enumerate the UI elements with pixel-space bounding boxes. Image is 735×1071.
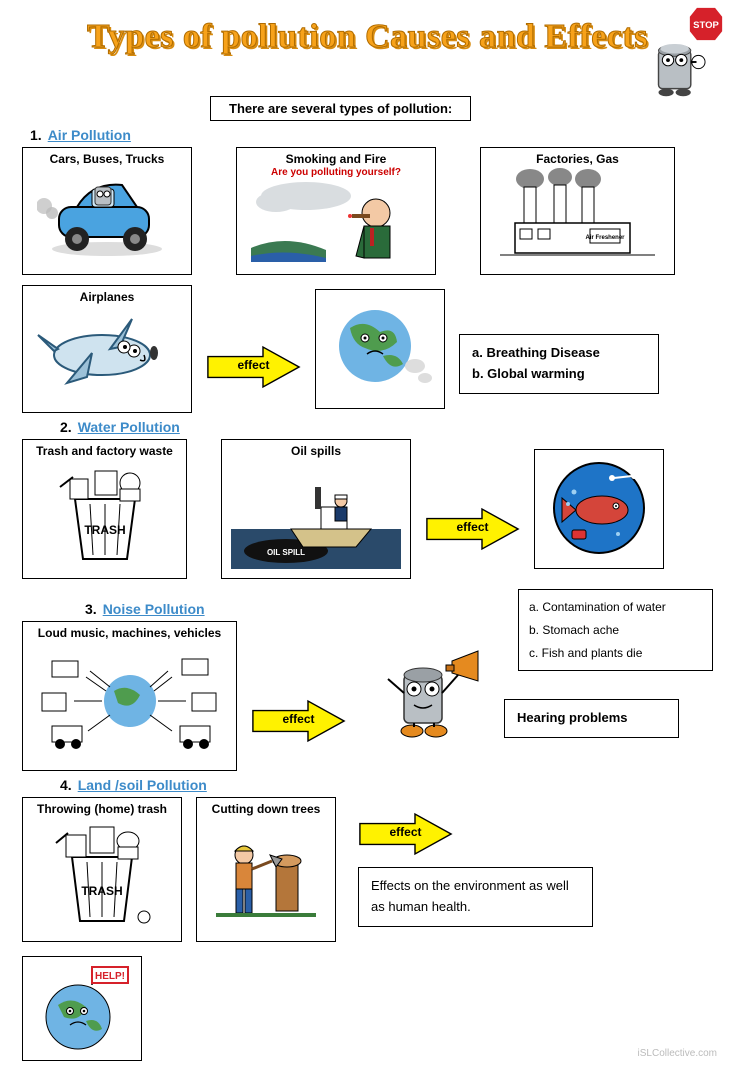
card-label: Trash and factory waste bbox=[36, 444, 173, 458]
effect-image-land: HELP! bbox=[22, 956, 142, 1061]
airplane-icon bbox=[32, 305, 182, 400]
effect-item: b. Global warming bbox=[472, 364, 646, 385]
effect-item: Hearing problems bbox=[517, 708, 666, 729]
effects-box-land: Effects on the environment as well as hu… bbox=[358, 867, 593, 927]
card-label: Factories, Gas bbox=[536, 152, 619, 166]
trash-bin-icon: TRASH bbox=[32, 817, 172, 932]
effects-box-noise: Hearing problems bbox=[504, 699, 679, 738]
cause-card-oilspills: Oil spills OIL SPILL bbox=[221, 439, 411, 579]
effect-item: a. Breathing Disease bbox=[472, 343, 646, 364]
cause-card-trash: Trash and factory waste TRASH bbox=[22, 439, 187, 579]
svg-text:TRASH: TRASH bbox=[81, 884, 122, 898]
effect-image-air bbox=[315, 289, 445, 409]
effect-arrow-icon: effect bbox=[206, 344, 301, 390]
svg-text:Air Freshener: Air Freshener bbox=[585, 235, 625, 241]
cause-card-cutting-trees: Cutting down trees bbox=[196, 797, 336, 942]
card-label: Cutting down trees bbox=[212, 802, 321, 816]
noise-icon bbox=[32, 641, 227, 759]
svg-text:HELP!: HELP! bbox=[95, 971, 125, 982]
cause-card-noise: Loud music, machines, vehicles bbox=[22, 621, 237, 771]
factory-icon: Air Freshener bbox=[490, 167, 665, 263]
cause-card-smoking: Smoking and Fire Are you polluting yours… bbox=[236, 147, 436, 275]
car-icon bbox=[37, 167, 177, 262]
card-sublabel: Are you polluting yourself? bbox=[271, 167, 401, 178]
effect-text: Effects on the environment as well as hu… bbox=[371, 878, 569, 914]
help-earth-icon: HELP! bbox=[30, 963, 135, 1053]
effects-box-water: a. Contamination of water b. Stomach ach… bbox=[518, 589, 713, 671]
section-num: 2. bbox=[60, 419, 72, 435]
section-name: Water Pollution bbox=[78, 419, 180, 435]
smoker-icon bbox=[246, 178, 426, 262]
effect-arrow-icon: effect bbox=[358, 811, 453, 857]
section-heading-land: 4. Land /soil Pollution bbox=[60, 777, 725, 793]
card-label: Loud music, machines, vehicles bbox=[38, 626, 221, 640]
oil-spill-icon: OIL SPILL bbox=[231, 459, 401, 569]
arrow-label: effect bbox=[456, 520, 488, 534]
arrow-label: effect bbox=[237, 358, 269, 372]
arrow-label: effect bbox=[282, 712, 314, 726]
polluted-fish-icon bbox=[544, 458, 654, 558]
effect-arrow-icon: effect bbox=[251, 698, 346, 744]
effect-item: c. Fish and plants die bbox=[529, 642, 702, 665]
section-name: Noise Pollution bbox=[103, 601, 205, 617]
cause-card-throwing-trash: Throwing (home) trash TRASH bbox=[22, 797, 182, 942]
watermark: iSLCollective.com bbox=[638, 1048, 717, 1059]
card-label: Throwing (home) trash bbox=[37, 802, 167, 816]
svg-text:OIL SPILL: OIL SPILL bbox=[267, 548, 305, 557]
svg-text:STOP: STOP bbox=[693, 20, 719, 31]
effect-arrow-icon: effect bbox=[425, 506, 520, 552]
effect-item: a. Contamination of water bbox=[529, 596, 702, 619]
svg-text:TRASH: TRASH bbox=[84, 523, 125, 537]
page-title: Types of pollution Causes and Effects bbox=[87, 18, 648, 56]
card-label: Airplanes bbox=[80, 290, 135, 304]
card-label: Smoking and Fire bbox=[286, 152, 387, 166]
section-heading-water: 2. Water Pollution bbox=[60, 419, 725, 435]
section-name: Land /soil Pollution bbox=[78, 777, 207, 793]
megaphone-mascot-icon bbox=[360, 631, 490, 761]
cause-card-cars: Cars, Buses, Trucks bbox=[22, 147, 192, 275]
effect-item: b. Stomach ache bbox=[529, 619, 702, 642]
section-num: 4. bbox=[60, 777, 72, 793]
effect-image-water bbox=[534, 449, 664, 569]
cutting-trees-icon bbox=[206, 817, 326, 932]
section-heading-air: 1. Air Pollution bbox=[30, 127, 725, 143]
cause-card-airplanes: Airplanes bbox=[22, 285, 192, 413]
section-name: Air Pollution bbox=[48, 127, 131, 143]
card-label: Cars, Buses, Trucks bbox=[50, 152, 165, 166]
stop-mascot-icon: STOP bbox=[630, 5, 725, 100]
section-num: 3. bbox=[85, 601, 97, 617]
card-label: Oil spills bbox=[291, 444, 341, 458]
cause-card-factories: Factories, Gas Air Freshener bbox=[480, 147, 675, 275]
arrow-label: effect bbox=[389, 825, 421, 839]
effects-box-air: a. Breathing Disease b. Global warming bbox=[459, 334, 659, 394]
trash-icon: TRASH bbox=[35, 459, 175, 569]
section-num: 1. bbox=[30, 127, 42, 143]
sick-earth-icon bbox=[325, 298, 435, 398]
